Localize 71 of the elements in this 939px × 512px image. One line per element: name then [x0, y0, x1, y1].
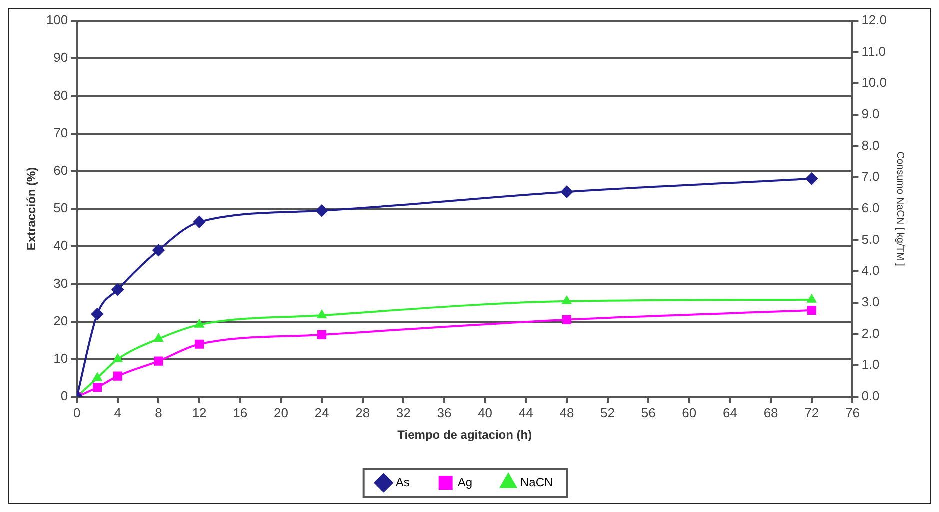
point: [317, 330, 327, 340]
y-axis-title: Extracción (%): [24, 167, 39, 251]
point: [93, 373, 102, 382]
x-tick-label: 44: [518, 405, 534, 420]
point: [92, 308, 104, 320]
point: [562, 296, 572, 304]
x-tick-label: 40: [478, 405, 493, 420]
x-tick-label: 12: [192, 405, 207, 420]
point: [154, 334, 164, 342]
y-tick-label: 80: [54, 88, 68, 103]
y2-tick-label: 2.0: [862, 326, 880, 341]
point: [318, 310, 326, 319]
point: [112, 284, 124, 296]
x-tick-label: 48: [560, 405, 574, 420]
point: [92, 383, 102, 392]
x-tick-label: 60: [682, 405, 697, 420]
x-tick-label: 28: [356, 405, 370, 420]
point: [194, 216, 206, 228]
y2-tick-label: 6.0: [862, 200, 880, 216]
legend-label: NaCN: [520, 475, 554, 490]
y2-tick-label: 12.0: [862, 12, 888, 28]
point: [807, 294, 816, 303]
x-tick-label: 76: [845, 405, 860, 420]
y2-tick-label: 10.0: [862, 75, 888, 90]
x-tick-label: 4: [114, 405, 122, 420]
x-tick-label: 16: [233, 405, 248, 420]
x-tick-label: 56: [641, 405, 656, 420]
legend-label: Ag: [458, 475, 473, 490]
point: [316, 204, 328, 217]
y-tick-label: 50: [54, 200, 68, 216]
y-tick-label: 10: [54, 350, 68, 366]
point: [195, 320, 204, 328]
point: [195, 340, 204, 349]
y-tick-label: 100: [46, 12, 68, 28]
y2-tick-label: 4.0: [862, 263, 880, 278]
x-tick-label: 32: [396, 405, 411, 420]
x-tick-label: 68: [764, 405, 778, 420]
x-axis-title: Tiempo de agitacion (h): [398, 428, 532, 442]
point: [560, 186, 573, 198]
x-tick-label: 52: [600, 405, 616, 420]
x-tick-label: 72: [804, 405, 820, 420]
y-tick-label: 30: [54, 276, 68, 291]
y2-tick-label: 0.0: [862, 388, 880, 404]
y-tick-label: 20: [54, 313, 68, 328]
point: [806, 172, 818, 185]
x-tick-label: 36: [437, 405, 452, 420]
y-tick-label: 40: [54, 238, 68, 254]
y2-tick-label: 1.0: [862, 357, 880, 372]
point: [113, 354, 122, 362]
y2-axis-title: Consumo NaCN [ kg/TM ]: [894, 152, 906, 266]
point: [807, 306, 816, 316]
point: [562, 315, 572, 324]
y-tick-label: 0: [60, 388, 68, 404]
y2-tick-label: 11.0: [862, 44, 886, 59]
y2-tick-label: 7.0: [862, 169, 880, 184]
point: [113, 372, 122, 381]
x-tick-label: 0: [73, 405, 81, 420]
y2-tick-label: 8.0: [862, 138, 880, 153]
legend-label: As: [396, 475, 410, 490]
y2-tick-label: 3.0: [862, 294, 880, 310]
x-tick-label: 64: [723, 405, 738, 420]
y-tick-label: 60: [54, 162, 68, 178]
point: [152, 244, 165, 256]
x-tick-label: 8: [155, 405, 162, 420]
y2-tick-label: 9.0: [862, 106, 880, 122]
point: [154, 356, 164, 366]
y-tick-label: 90: [54, 50, 68, 66]
y2-tick-label: 5.0: [862, 232, 880, 247]
x-tick-label: 24: [314, 405, 330, 420]
y-tick-label: 70: [54, 125, 68, 140]
x-tick-label: 20: [274, 405, 288, 420]
